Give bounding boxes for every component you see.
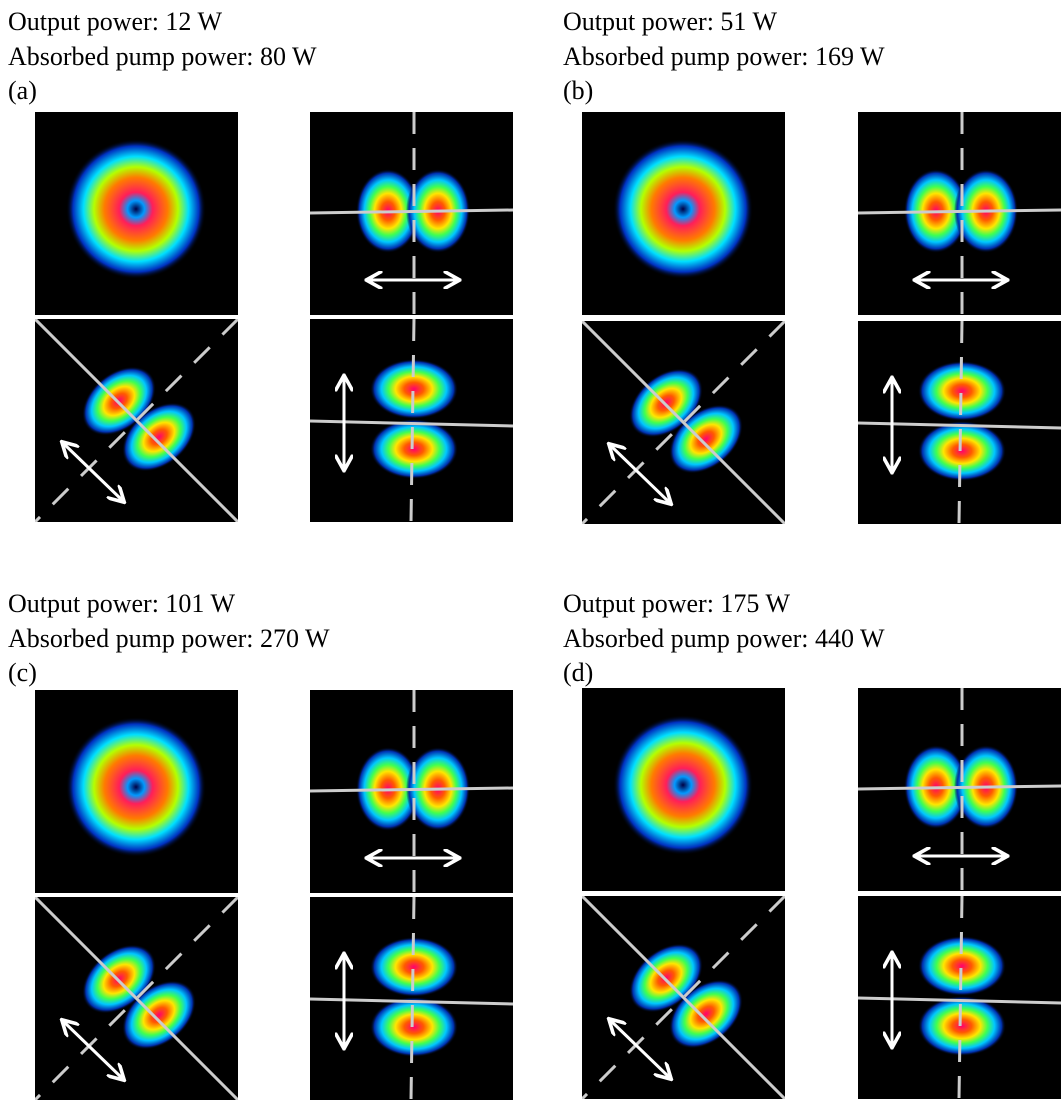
panel-d: Output power: 175 W Absorbed pump power:… (563, 589, 1061, 1099)
beam-profile (35, 319, 238, 522)
beam-profile (310, 897, 513, 1100)
figure: Output power: 12 W Absorbed pump power: … (0, 0, 1061, 1102)
beam-profile (582, 896, 785, 1099)
panel-a: Output power: 12 W Absorbed pump power: … (8, 7, 513, 522)
beam-profile (310, 319, 513, 522)
absorbed-pump-power: Absorbed pump power: 169 W (563, 42, 885, 71)
panel-label: (b) (563, 76, 593, 105)
beam-profile (582, 688, 785, 891)
beam-profile (35, 112, 238, 315)
absorbed-pump-power: Absorbed pump power: 270 W (8, 624, 330, 653)
beam-profile (582, 112, 785, 315)
panel-b: Output power: 51 W Absorbed pump power: … (563, 7, 1061, 524)
beam-profile (310, 112, 513, 315)
beam-profile (858, 321, 1061, 524)
output-power: Output power: 101 W (8, 589, 235, 618)
beam-profile (582, 321, 785, 524)
beam-profile (858, 112, 1061, 315)
absorbed-pump-power: Absorbed pump power: 80 W (8, 42, 317, 71)
beam-profile (35, 897, 238, 1100)
beam-profile (310, 690, 513, 893)
panel-label: (d) (563, 658, 593, 687)
panel-label: (a) (8, 76, 37, 105)
panel-c: Output power: 101 W Absorbed pump power:… (8, 589, 513, 1100)
absorbed-pump-power: Absorbed pump power: 440 W (563, 624, 885, 653)
output-power: Output power: 175 W (563, 589, 790, 618)
output-power: Output power: 12 W (8, 7, 222, 36)
beam-profile (35, 690, 238, 893)
beam-profile (858, 688, 1061, 891)
panel-label: (c) (8, 658, 37, 687)
beam-profile (858, 896, 1061, 1099)
output-power: Output power: 51 W (563, 7, 777, 36)
